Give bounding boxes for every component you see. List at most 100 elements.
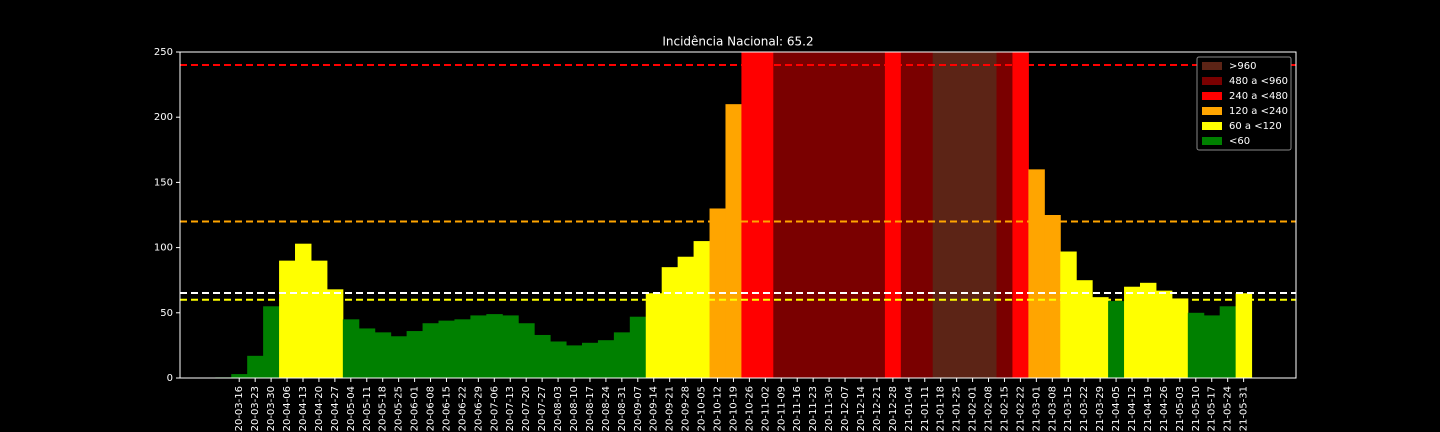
x-tick-label: 20-09-14: [649, 386, 660, 431]
legend-label: 240 a <480: [1229, 91, 1288, 102]
x-tick-label: 20-06-15: [441, 386, 452, 431]
x-tick-label: 20-03-30: [266, 386, 277, 431]
area-band: [757, 52, 774, 378]
x-tick-label: 21-05-03: [1175, 386, 1186, 431]
x-tick-label: 21-03-15: [1063, 386, 1074, 431]
x-tick-label: 20-08-10: [569, 386, 580, 431]
area-band: [597, 340, 615, 378]
x-tick-label: 20-12-21: [872, 386, 883, 431]
x-tick-label: 20-05-25: [394, 386, 405, 431]
legend-swatch: [1202, 137, 1222, 145]
area-band: [422, 323, 440, 378]
area-band: [677, 256, 695, 378]
y-tick-label: 150: [154, 177, 173, 188]
legend-label: 60 a <120: [1229, 121, 1282, 132]
x-tick-label: 21-02-08: [984, 386, 995, 431]
x-tick-label: 20-05-04: [346, 386, 357, 431]
area-band: [964, 52, 982, 378]
area-band: [693, 241, 711, 378]
x-tick-label: 20-07-13: [505, 386, 516, 431]
area-band: [295, 243, 312, 378]
x-tick-label: 20-12-14: [856, 386, 867, 431]
x-tick-label: 20-10-05: [697, 386, 708, 431]
x-tick-label: 21-03-01: [1031, 386, 1042, 431]
area-band: [390, 336, 408, 378]
x-tick-label: 20-06-22: [457, 386, 468, 431]
area-band: [789, 52, 806, 378]
area-band: [709, 208, 726, 378]
y-tick-label: 200: [154, 112, 173, 123]
area-band: [470, 315, 487, 378]
x-tick-label: 21-04-19: [1143, 386, 1154, 431]
x-tick-label: 20-09-07: [633, 386, 644, 431]
legend-swatch: [1202, 122, 1222, 130]
area-band: [1092, 297, 1109, 378]
area-band: [1060, 251, 1077, 378]
x-tick-label: 20-11-23: [808, 386, 819, 431]
area-band: [374, 332, 392, 378]
area-band: [1124, 286, 1141, 378]
x-tick-label: 20-08-24: [601, 386, 612, 431]
legend-label: <60: [1229, 136, 1250, 147]
area-band: [550, 341, 567, 378]
x-tick-label: 20-11-09: [776, 386, 787, 431]
area-band: [805, 52, 822, 378]
area-band: [629, 316, 647, 378]
x-tick-label: 21-04-12: [1127, 386, 1138, 431]
area-band: [231, 374, 248, 378]
area-band: [1203, 315, 1221, 378]
area-band: [454, 319, 471, 378]
x-tick-label: 20-07-20: [521, 386, 532, 431]
area-band: [326, 289, 344, 378]
area-band: [741, 52, 758, 378]
x-tick-label: 20-12-07: [840, 386, 851, 431]
legend-label: 120 a <240: [1229, 106, 1288, 117]
area-band: [1235, 293, 1253, 378]
x-tick-label: 20-11-16: [792, 386, 803, 431]
x-tick-label: 20-07-06: [489, 386, 500, 431]
area-band: [342, 319, 360, 378]
x-tick-label: 20-06-01: [410, 386, 421, 431]
x-tick-label: 20-08-31: [617, 386, 628, 431]
x-tick-label: 20-03-23: [250, 386, 261, 431]
area-band: [884, 52, 902, 378]
legend-swatch: [1202, 62, 1222, 70]
x-tick-label: 20-05-18: [378, 386, 389, 431]
area-band: [996, 52, 1013, 378]
area-band: [1108, 301, 1125, 378]
area-band: [1044, 215, 1061, 378]
area-band: [310, 260, 328, 378]
x-tick-label: 20-04-20: [314, 386, 325, 431]
x-tick-label: 20-10-26: [744, 386, 755, 431]
area-band: [518, 323, 535, 378]
x-tick-label: 20-04-13: [298, 386, 309, 431]
x-tick-label: 20-06-29: [473, 386, 484, 431]
area-band: [358, 328, 376, 378]
area-band: [821, 52, 838, 378]
x-tick-label: 21-04-05: [1111, 386, 1122, 431]
area-band: [661, 267, 679, 378]
x-tick-label: 20-06-08: [426, 386, 437, 431]
area-band: [502, 315, 519, 378]
x-tick-label: 20-05-11: [362, 386, 373, 431]
area-band: [1171, 298, 1189, 378]
area-band: [773, 52, 790, 378]
x-tick-label: 20-04-27: [330, 386, 341, 431]
area-band: [932, 52, 950, 378]
area-band: [868, 52, 886, 378]
x-tick-label: 21-03-08: [1047, 386, 1058, 431]
x-tick-label: 21-05-17: [1207, 386, 1218, 431]
x-tick-label: 21-01-11: [920, 386, 931, 431]
area-band: [1028, 169, 1045, 378]
y-tick-label: 0: [167, 373, 173, 384]
x-tick-label: 21-02-22: [1015, 386, 1026, 431]
y-tick-label: 250: [154, 47, 173, 58]
area-band: [534, 334, 551, 378]
x-tick-label: 20-08-17: [585, 386, 596, 431]
area-band: [1155, 290, 1173, 378]
area-band: [581, 342, 599, 378]
x-tick-label: 20-10-19: [728, 386, 739, 431]
y-tick-label: 100: [154, 243, 173, 254]
area-band: [1219, 306, 1237, 378]
